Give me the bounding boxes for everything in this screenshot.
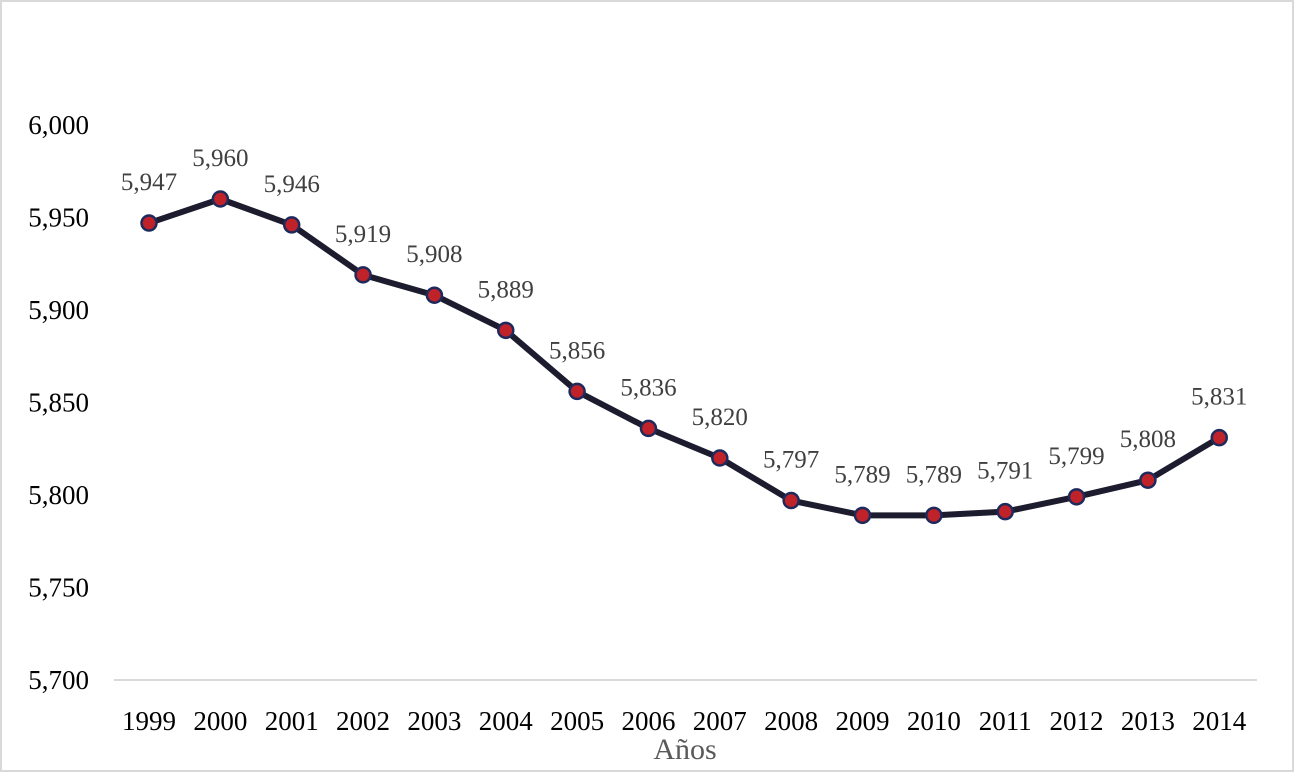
x-tick-label: 2009 <box>836 706 890 736</box>
data-point <box>1210 428 1228 447</box>
x-tick-label: 2011 <box>979 706 1032 736</box>
y-tick-label: 6,000 <box>28 110 89 140</box>
data-point <box>996 502 1014 521</box>
y-tick-label: 5,900 <box>28 295 89 325</box>
x-tick-label: 1999 <box>122 706 176 736</box>
x-tick-label: 2013 <box>1121 706 1175 736</box>
x-tick-label: 2012 <box>1050 706 1104 736</box>
data-label: 5,946 <box>264 171 320 198</box>
x-tick-label: 2000 <box>193 706 247 736</box>
data-point <box>425 286 444 304</box>
x-tick-label: 2005 <box>550 706 604 736</box>
y-tick-label: 5,750 <box>28 573 89 603</box>
data-label: 5,789 <box>906 461 962 488</box>
data-label: 5,919 <box>335 221 391 248</box>
x-tick-label: 2002 <box>336 706 390 736</box>
data-label: 5,908 <box>406 241 462 268</box>
data-label: 5,960 <box>192 145 248 172</box>
data-label: 5,820 <box>692 404 748 431</box>
data-label: 5,836 <box>620 374 676 401</box>
data-label: 5,889 <box>478 276 534 303</box>
x-tick-label: 2006 <box>621 706 675 736</box>
data-label: 5,799 <box>1048 443 1104 470</box>
data-point <box>853 506 872 525</box>
data-point <box>140 214 158 232</box>
data-label: 5,856 <box>549 337 605 364</box>
x-tick-label: 2004 <box>479 706 534 736</box>
y-tick-label: 5,950 <box>28 203 89 233</box>
data-label: 5,797 <box>763 447 819 474</box>
data-label: 5,789 <box>834 461 890 488</box>
data-label: 5,947 <box>121 169 177 196</box>
data-point <box>568 382 586 401</box>
data-point <box>639 419 658 438</box>
x-tick-label: 2008 <box>764 706 818 736</box>
data-point <box>282 216 301 234</box>
y-tick-label: 5,850 <box>28 388 89 418</box>
data-label: 5,808 <box>1120 426 1176 453</box>
data-point <box>497 321 515 340</box>
data-point <box>354 266 372 284</box>
data-label: 5,831 <box>1191 384 1247 411</box>
y-tick-label: 5,700 <box>28 665 89 695</box>
data-point <box>925 506 943 525</box>
x-axis-title: Años <box>653 733 716 766</box>
x-tick-label: 2003 <box>407 706 461 736</box>
data-label: 5,791 <box>977 458 1033 485</box>
x-tick-label: 2010 <box>907 706 961 736</box>
x-tick-label: 2014 <box>1192 706 1247 736</box>
x-tick-label: 2007 <box>693 706 747 736</box>
data-point <box>711 449 729 467</box>
y-tick-label: 5,800 <box>28 480 89 510</box>
x-tick-label: 2001 <box>265 706 319 736</box>
data-point <box>1067 488 1086 506</box>
data-point <box>782 491 800 510</box>
series-line <box>146 196 1223 519</box>
data-point <box>211 190 230 208</box>
data-point <box>1139 471 1157 489</box>
